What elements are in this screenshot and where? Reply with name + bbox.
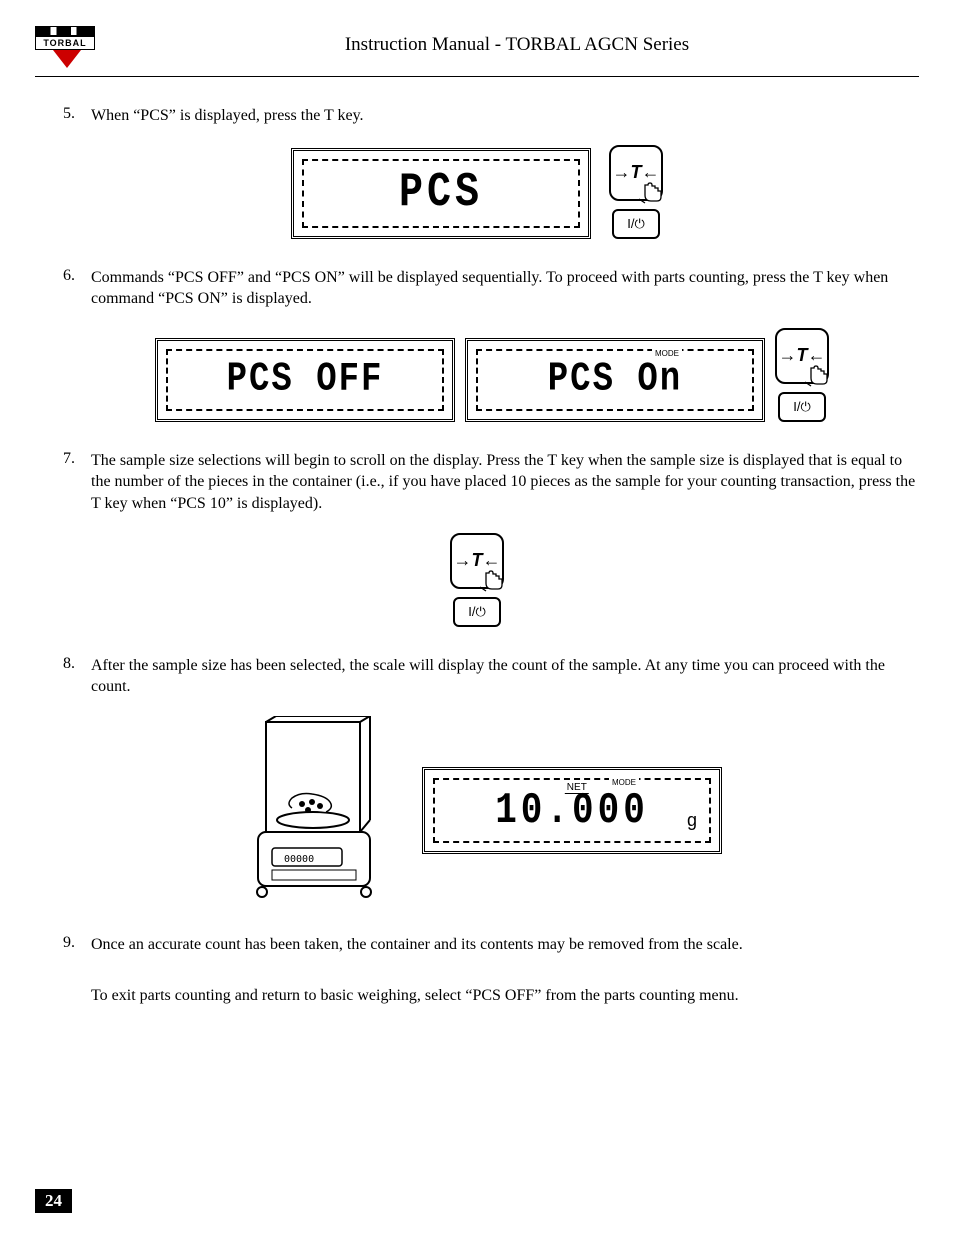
io-key[interactable]: I/⏻ bbox=[453, 597, 501, 627]
step-text: After the sample size has been selected,… bbox=[91, 655, 919, 698]
io-key-label: I/⏻ bbox=[793, 399, 811, 415]
step-text: Once an accurate count has been taken, t… bbox=[91, 934, 919, 956]
step-7: 7. The sample size selections will begin… bbox=[63, 450, 919, 515]
t-key[interactable]: →T← bbox=[450, 533, 504, 589]
step-number: 5. bbox=[63, 105, 91, 127]
key-stack: →T← I/⏻ bbox=[450, 533, 504, 627]
figure-step-6: PCS OFF MODE PCS On →T← I/⏻ bbox=[75, 328, 909, 422]
header-title: Instruction Manual - TORBAL AGCN Series bbox=[115, 30, 919, 56]
svg-text:00000: 00000 bbox=[284, 854, 314, 865]
lcd-display-count: MODE NET 10.000 g bbox=[422, 767, 722, 854]
t-key[interactable]: →T← bbox=[775, 328, 829, 384]
instruction-list: 5. When “PCS” is displayed, press the T … bbox=[35, 105, 919, 127]
figure-step-8: 00000 MODE NET 10.000 g bbox=[35, 716, 919, 906]
hand-press-icon bbox=[478, 569, 508, 597]
io-key-label: I/⏻ bbox=[468, 604, 486, 620]
key-stack: →T← I/⏻ bbox=[609, 145, 663, 239]
torbal-logo: TORBAL bbox=[35, 26, 99, 70]
exit-note: To exit parts counting and return to bas… bbox=[91, 985, 919, 1007]
step-9: 9. Once an accurate count has been taken… bbox=[63, 934, 919, 956]
unit-label: g bbox=[687, 810, 697, 831]
lcd-text: PCS OFF bbox=[227, 357, 384, 403]
step-5: 5. When “PCS” is displayed, press the T … bbox=[63, 105, 919, 127]
lcd-display-pcs-off: PCS OFF bbox=[155, 338, 455, 422]
key-stack: →T← I/⏻ bbox=[775, 328, 829, 422]
page-number: 24 bbox=[35, 1189, 72, 1213]
step-text: The sample size selections will begin to… bbox=[91, 450, 919, 515]
lcd-display-pcs: PCS bbox=[291, 148, 591, 239]
lcd-display-pcs-on: MODE PCS On bbox=[465, 338, 765, 422]
step-text: Commands “PCS OFF” and “PCS ON” will be … bbox=[91, 267, 919, 310]
logo-text: TORBAL bbox=[35, 36, 95, 50]
step-6: 6. Commands “PCS OFF” and “PCS ON” will … bbox=[63, 267, 919, 310]
hand-press-icon bbox=[637, 181, 667, 209]
t-key[interactable]: →T← bbox=[609, 145, 663, 201]
hand-press-icon bbox=[803, 364, 833, 392]
io-key-label: I/⏻ bbox=[627, 216, 645, 232]
figure-step-5: PCS →T← I/⏻ bbox=[35, 145, 919, 239]
step-8: 8. After the sample size has been select… bbox=[63, 655, 919, 698]
io-key[interactable]: I/⏻ bbox=[612, 209, 660, 239]
lcd-text: PCS On bbox=[548, 357, 682, 403]
step-text: When “PCS” is displayed, press the T key… bbox=[91, 105, 919, 127]
step-number: 9. bbox=[63, 934, 91, 956]
lcd-text: 10.000 bbox=[495, 786, 649, 835]
io-key[interactable]: I/⏻ bbox=[778, 392, 826, 422]
header-rule bbox=[35, 76, 919, 77]
step-number: 8. bbox=[63, 655, 91, 698]
scale-illustration: 00000 bbox=[232, 716, 392, 906]
figure-step-7: →T← I/⏻ bbox=[35, 533, 919, 627]
lcd-text: PCS bbox=[399, 166, 483, 220]
step-number: 6. bbox=[63, 267, 91, 310]
page-header: TORBAL Instruction Manual - TORBAL AGCN … bbox=[35, 30, 919, 70]
step-number: 7. bbox=[63, 450, 91, 515]
